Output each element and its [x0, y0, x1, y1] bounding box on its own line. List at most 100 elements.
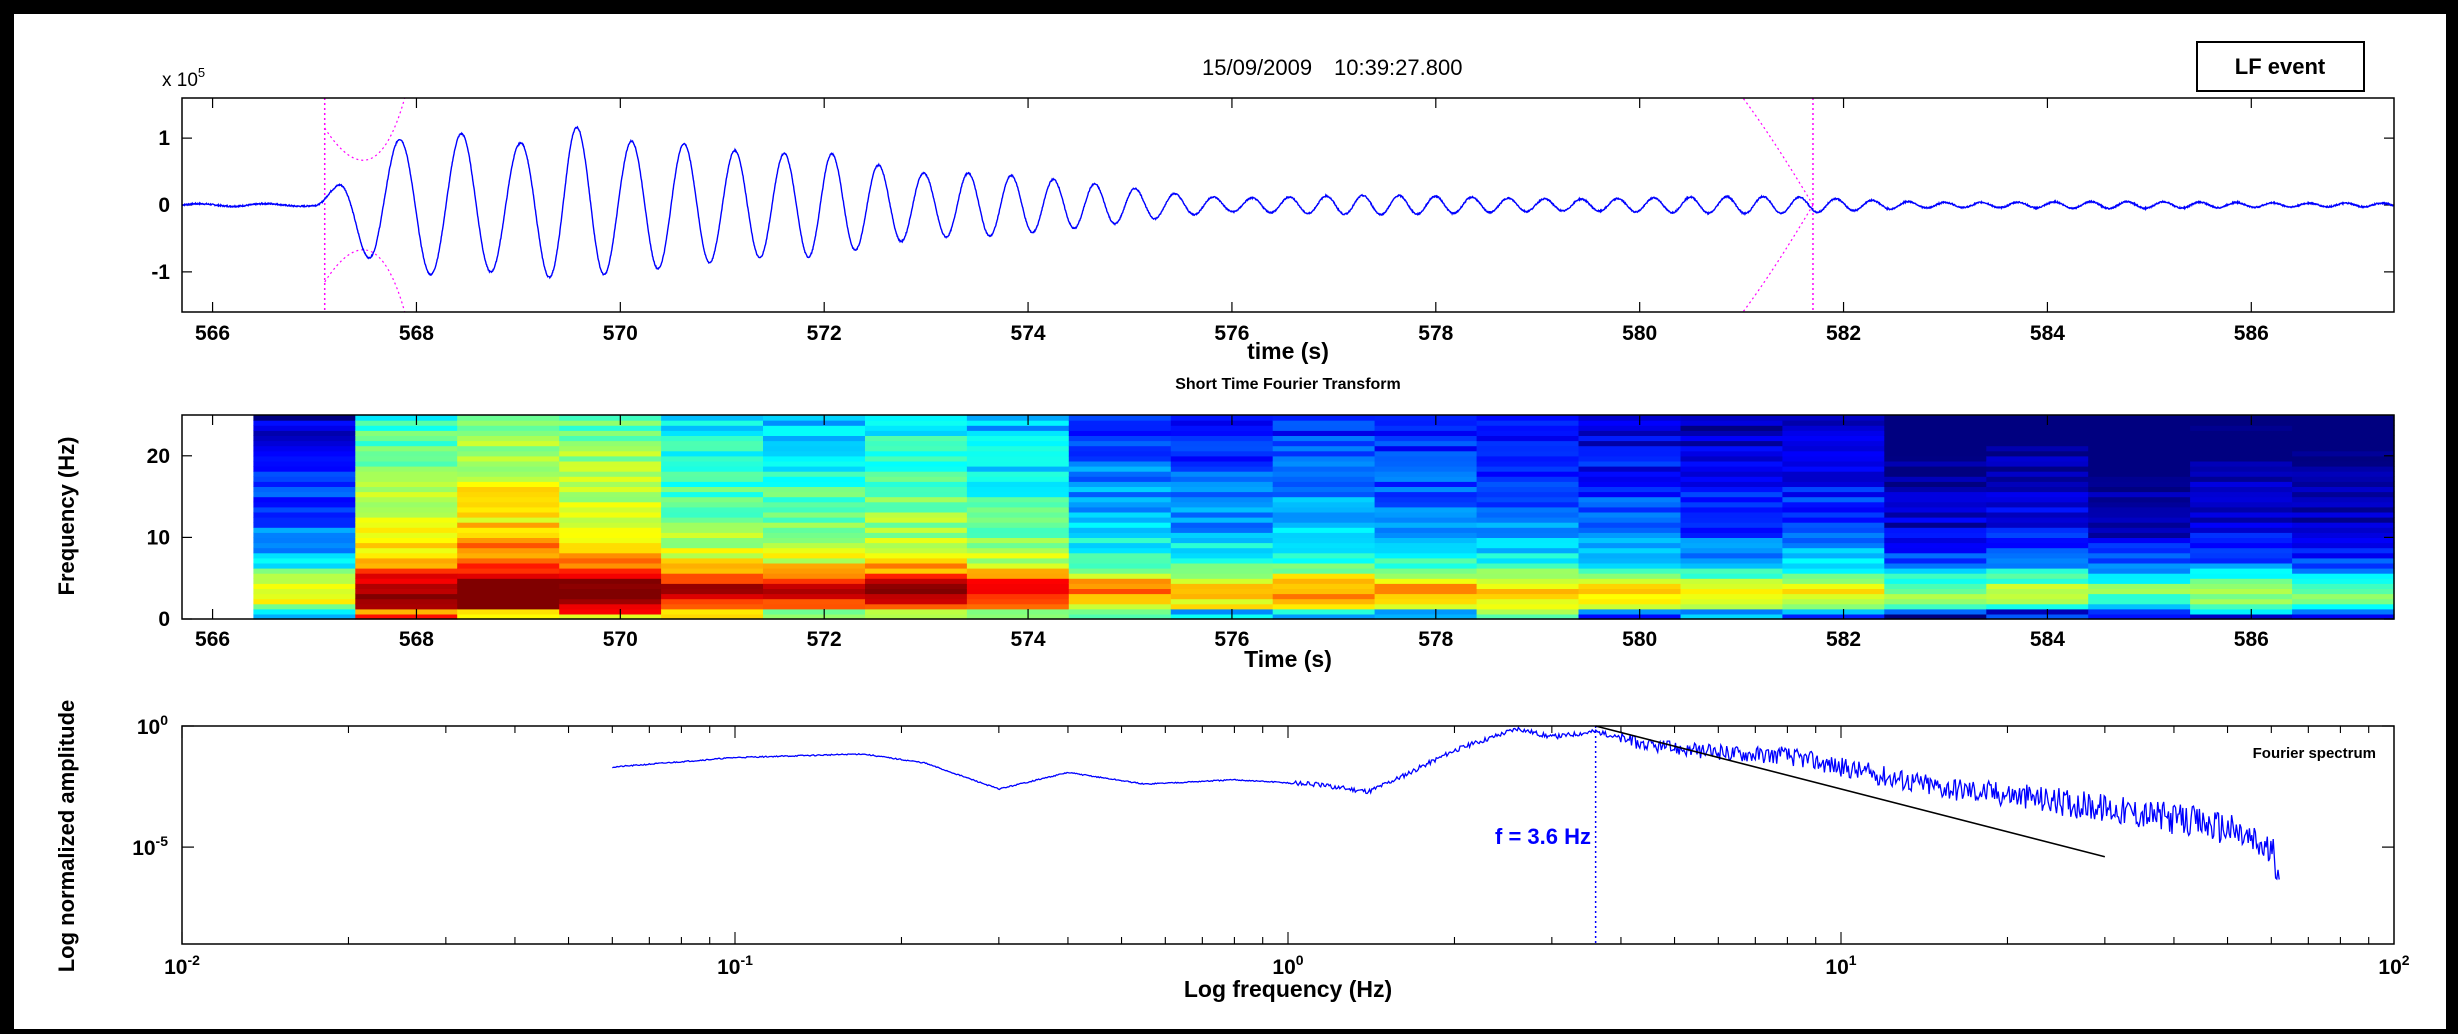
stft-cell [355, 496, 458, 503]
stft-cell [1680, 517, 1783, 523]
stft-cell [966, 435, 1070, 442]
stft-cell [1782, 613, 1885, 620]
stft-cell [1170, 573, 1274, 579]
stft-cell [1680, 460, 1783, 467]
stft-cell [457, 501, 560, 508]
stft-cell [1782, 562, 1885, 569]
stft-cell [1272, 588, 1376, 595]
stft-cell [763, 481, 866, 487]
stft-cell [355, 552, 458, 559]
stft-cell [1782, 455, 1885, 462]
stft-cell [1986, 501, 2089, 508]
stft-cell [1578, 517, 1681, 523]
stft-cell [1578, 460, 1681, 467]
stft-cell [966, 573, 1070, 579]
stft-cell [253, 496, 356, 503]
stft-cell [1272, 568, 1376, 574]
stft-cell [355, 517, 458, 523]
stft-ytick-label: 0 [158, 608, 170, 631]
stft-cell [865, 481, 968, 487]
stft-cell [661, 445, 764, 452]
stft-cell [966, 420, 1070, 426]
stft-cell [253, 486, 356, 493]
stft-cell [1578, 501, 1681, 508]
stft-cell [1476, 430, 1580, 436]
stft-cell [966, 455, 1070, 462]
stft-cell [763, 476, 866, 482]
stft-cell [1068, 573, 1172, 579]
stft-cell [355, 573, 458, 579]
stft-cell [1374, 415, 1478, 421]
stft-cell [2190, 517, 2293, 523]
stft-cell [865, 537, 968, 544]
stft-cell [1476, 486, 1580, 493]
stft-cell [355, 481, 458, 487]
stft-cell [1680, 593, 1783, 600]
stft-cell [1272, 608, 1376, 615]
stft-cell [763, 501, 866, 508]
stft-cell [1272, 603, 1376, 610]
stft-cell [355, 506, 458, 513]
spectrum-xlabel: Log frequency (Hz) [1184, 976, 1392, 1002]
stft-cell [1782, 460, 1885, 467]
stft-cell [1476, 588, 1580, 595]
stft-cell [1680, 415, 1783, 421]
stft-cell [661, 573, 764, 579]
stft-cell [1170, 608, 1274, 615]
stft-xlabel: Time (s) [1244, 646, 1332, 672]
stft-cell [1170, 557, 1274, 564]
stft-cell [2088, 450, 2191, 457]
stft-cell [1476, 547, 1580, 554]
stft-cell [1680, 420, 1783, 426]
stft-cell [1680, 501, 1783, 508]
stft-cell [661, 532, 764, 538]
stft-cell [2190, 608, 2293, 615]
stft-cell [253, 583, 356, 589]
stft-cell [2190, 445, 2293, 452]
stft-cell [1578, 588, 1681, 595]
stft-cell [1782, 440, 1885, 447]
stft-cell [2088, 598, 2191, 605]
stft-cell [253, 562, 356, 569]
stft-cell [661, 562, 764, 569]
stft-cell [865, 491, 968, 498]
stft-cell [1476, 415, 1580, 421]
stft-cell [661, 568, 764, 574]
stft-cell [355, 522, 458, 528]
stft-cell [1068, 578, 1172, 584]
stft-cell [355, 466, 458, 472]
stft-cell [2292, 445, 2395, 452]
stft-cell [457, 557, 560, 564]
stft-cell [1272, 496, 1376, 503]
stft-cell [1068, 491, 1172, 498]
stft-cell [2292, 466, 2395, 472]
stft-cell [2292, 532, 2395, 538]
stft-cell [1272, 537, 1376, 544]
stft-cell [1272, 506, 1376, 513]
stft-cell [1068, 598, 1172, 605]
stft-cell [253, 430, 356, 436]
stft-cell [966, 496, 1070, 503]
stft-cell [763, 527, 866, 533]
stft-cell [661, 537, 764, 544]
stft-cell [2292, 486, 2395, 493]
stft-cell [763, 532, 866, 538]
spectrum-line [612, 726, 2280, 881]
stft-cell [1374, 517, 1478, 523]
stft-cell [865, 532, 968, 538]
stft-cell [1578, 481, 1681, 487]
stft-cell [1170, 598, 1274, 605]
stft-cell [1782, 466, 1885, 472]
stft-cell [2190, 425, 2293, 431]
stft-cell [1986, 532, 2089, 538]
stft-cell [1170, 486, 1274, 493]
stft-cell [763, 445, 866, 452]
stft-cell [1986, 613, 2089, 620]
stft-cell [253, 466, 356, 472]
stft-cell [1680, 511, 1783, 518]
stft-cell [1476, 425, 1580, 431]
stft-cell [2088, 481, 2191, 487]
stft-cell [1068, 588, 1172, 595]
stft-cell [2292, 481, 2395, 487]
stft-cell [457, 598, 560, 605]
